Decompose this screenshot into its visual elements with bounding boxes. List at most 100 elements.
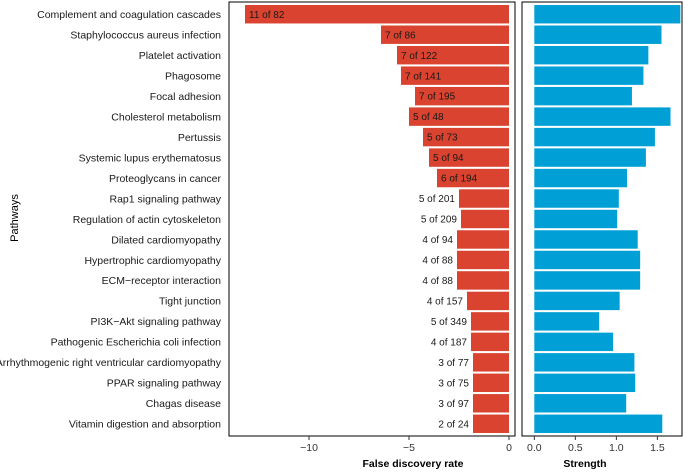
strength-bar	[534, 148, 646, 167]
fdr-bar-label: 5 of 209	[421, 215, 458, 226]
strength-panel: 0.0 0.5 1.0 1.5 Strength	[521, 1, 683, 470]
fdr-bar	[457, 230, 509, 249]
category-label: Tight junction	[159, 296, 221, 308]
fdr-bar	[471, 312, 509, 331]
fdr-bar	[473, 394, 509, 413]
category-label: Platelet activation	[139, 50, 221, 62]
category-label: Complement and coagulation cascades	[37, 9, 221, 21]
fdr-tick-label: −10	[300, 442, 318, 454]
strength-bar	[534, 353, 635, 372]
fdr-bar	[473, 414, 509, 433]
fdr-bar-label: 5 of 48	[413, 112, 444, 123]
fdr-bar-label: 7 of 141	[405, 71, 442, 82]
fdr-bar	[245, 5, 509, 24]
strength-bar	[534, 189, 619, 208]
category-label: Vitamin digestion and absorption	[69, 419, 221, 431]
strength-bar	[534, 86, 632, 106]
strength-bar	[534, 107, 671, 126]
fdr-bar-label: 5 of 94	[433, 153, 464, 164]
fdr-bar-label: 5 of 73	[427, 133, 458, 144]
strength-bar	[534, 414, 663, 433]
category-label: Proteoglycans in cancer	[109, 173, 222, 185]
strength-panel-frame	[521, 1, 683, 437]
strength-tick-label: 0.0	[527, 442, 542, 454]
fdr-bar	[409, 107, 509, 126]
fdr-bar-label: 6 of 194	[441, 174, 478, 185]
strength-tick-label: 1.0	[609, 442, 624, 454]
category-label: Rap1 signaling pathway	[110, 193, 222, 205]
fdr-bar	[467, 291, 509, 311]
fdr-bar-label: 3 of 77	[438, 358, 469, 369]
strength-bar	[534, 271, 641, 290]
category-label: Staphylococcus aureus infection	[70, 30, 221, 42]
fdr-bar-label: 4 of 88	[422, 276, 453, 287]
fdr-bar	[457, 271, 509, 290]
fdr-axis-title: False discovery rate	[363, 458, 464, 470]
strength-tick-label: 1.5	[650, 442, 665, 454]
y-axis-title: Pathways	[9, 194, 21, 242]
category-label: Phagosome	[165, 70, 221, 82]
strength-bar	[534, 291, 620, 311]
strength-tick-label: 0.5	[568, 442, 583, 454]
fdr-bar	[423, 127, 509, 147]
strength-bar	[534, 312, 600, 331]
fdr-bar	[473, 373, 509, 393]
category-label: Pertussis	[178, 132, 221, 144]
category-label: Chagas disease	[146, 398, 221, 410]
fdr-bar-label: 5 of 201	[419, 194, 456, 205]
fdr-tick-label: −5	[403, 442, 415, 454]
fdr-bar-label: 2 of 24	[438, 419, 469, 430]
fdr-bar-label: 11 of 82	[249, 10, 285, 21]
fdr-bar	[397, 45, 509, 65]
fdr-bar	[381, 25, 509, 44]
strength-bar	[534, 45, 649, 65]
category-labels: Complement and coagulation cascades Staph…	[0, 9, 222, 431]
fdr-bar-label: 7 of 86	[385, 30, 416, 41]
strength-bar	[534, 373, 636, 393]
fdr-bar	[473, 353, 509, 372]
fdr-bar	[471, 332, 509, 352]
strength-bar	[534, 168, 628, 188]
category-label: Systemic lupus erythematosus	[79, 152, 221, 164]
fdr-bar	[459, 189, 509, 208]
category-label: Dilated cardiomyopathy	[111, 234, 221, 246]
fdr-bar	[401, 66, 509, 85]
fdr-bar	[437, 168, 509, 188]
strength-bar	[534, 209, 618, 229]
fdr-bar-label: 4 of 157	[427, 297, 464, 308]
strength-bar	[534, 66, 644, 85]
strength-bar	[534, 250, 641, 270]
fdr-bar	[457, 250, 509, 270]
fdr-bar	[415, 86, 509, 106]
strength-axis-title: Strength	[563, 458, 606, 470]
category-label: Hypertrophic cardiomyopathy	[84, 255, 221, 267]
fdr-bar-label: 5 of 349	[431, 317, 468, 328]
fdr-bar-label: 4 of 94	[422, 235, 453, 246]
fdr-panel: 11 of 82 7 of 86 7 of 122 7 of 141 7 of 195 5…	[228, 1, 516, 470]
strength-bar	[534, 394, 627, 413]
category-label: ECM−receptor interaction	[102, 275, 222, 287]
strength-bar	[534, 5, 681, 24]
category-label: Pathogenic Escherichia coli infection	[51, 337, 222, 349]
strength-bar	[534, 127, 655, 147]
category-label: Cholesterol metabolism	[111, 111, 221, 123]
fdr-tick-label: 0	[506, 442, 512, 454]
fdr-bar	[461, 209, 509, 229]
fdr-bar-label: 7 of 195	[419, 92, 456, 103]
category-label: PPAR signaling pathway	[107, 378, 222, 390]
strength-bar	[534, 332, 614, 352]
fdr-bar-label: 4 of 88	[422, 256, 453, 267]
fdr-bar-label: 3 of 97	[438, 399, 469, 410]
fdr-bar	[429, 148, 509, 167]
category-label: Arrhythmogenic right ventricular cardiom…	[0, 357, 222, 369]
fdr-bar-label: 7 of 122	[401, 51, 438, 62]
strength-bar	[534, 25, 662, 44]
fdr-bar-label: 4 of 187	[431, 337, 468, 348]
fdr-bar-label: 3 of 75	[438, 378, 469, 389]
category-label: Regulation of actin cytoskeleton	[73, 214, 221, 226]
fdr-panel-frame	[228, 1, 516, 437]
category-label: Focal adhesion	[150, 91, 221, 103]
strength-bar	[534, 230, 638, 249]
category-label: PI3K−Akt signaling pathway	[91, 316, 222, 328]
